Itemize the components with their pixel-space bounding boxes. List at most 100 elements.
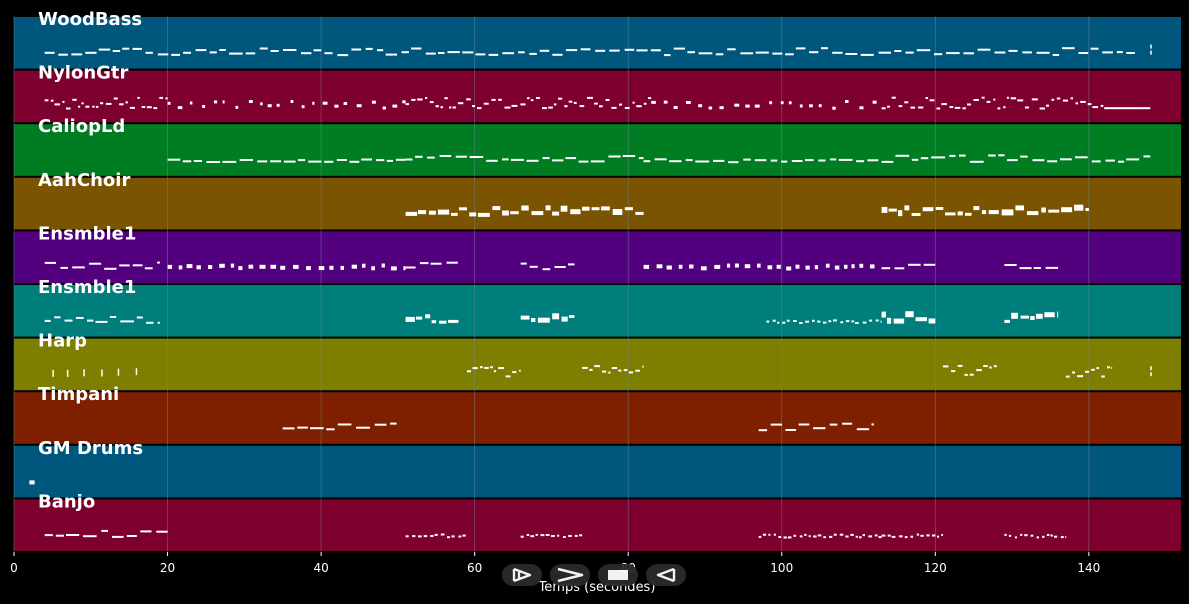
note bbox=[1077, 375, 1083, 378]
note bbox=[377, 49, 384, 52]
note bbox=[382, 106, 386, 110]
note bbox=[881, 107, 886, 110]
note bbox=[788, 101, 792, 105]
note bbox=[66, 534, 80, 536]
note bbox=[145, 51, 153, 54]
x-tick-label: 20 bbox=[160, 561, 175, 575]
note bbox=[780, 101, 784, 105]
note bbox=[580, 48, 591, 51]
note bbox=[381, 263, 385, 268]
note bbox=[403, 266, 406, 271]
note bbox=[405, 211, 418, 216]
play-button[interactable] bbox=[550, 564, 590, 586]
note bbox=[129, 106, 135, 109]
note bbox=[267, 104, 272, 108]
note bbox=[447, 536, 450, 539]
note bbox=[887, 534, 891, 537]
note bbox=[117, 368, 120, 376]
note bbox=[905, 311, 914, 318]
note bbox=[361, 158, 372, 161]
x-tick-label: 120 bbox=[924, 561, 947, 575]
note bbox=[636, 49, 648, 52]
note bbox=[1014, 536, 1017, 539]
note bbox=[1031, 98, 1038, 101]
note bbox=[66, 369, 69, 377]
track-lane[interactable] bbox=[14, 338, 1181, 391]
note bbox=[429, 101, 434, 104]
note bbox=[773, 533, 776, 536]
note bbox=[925, 97, 929, 99]
note bbox=[153, 107, 158, 110]
note bbox=[830, 158, 837, 161]
note bbox=[437, 209, 450, 215]
rewind-button[interactable] bbox=[502, 564, 542, 586]
note bbox=[457, 102, 464, 105]
note bbox=[769, 101, 773, 105]
note bbox=[1111, 366, 1113, 369]
note bbox=[817, 320, 821, 323]
note bbox=[650, 49, 661, 52]
note bbox=[941, 103, 947, 106]
note bbox=[594, 102, 598, 105]
note bbox=[402, 100, 406, 104]
note bbox=[855, 535, 858, 538]
track-name: CaliopLd bbox=[38, 116, 125, 137]
note bbox=[964, 373, 968, 376]
note bbox=[66, 107, 71, 110]
track-notes bbox=[44, 529, 1067, 539]
note bbox=[282, 427, 295, 430]
track-lane[interactable] bbox=[14, 17, 1181, 69]
note bbox=[318, 266, 325, 271]
note bbox=[50, 99, 54, 102]
note bbox=[405, 158, 413, 161]
note bbox=[898, 105, 903, 108]
track-lane[interactable] bbox=[14, 124, 1181, 176]
note bbox=[678, 264, 683, 269]
note bbox=[64, 319, 73, 322]
note bbox=[62, 100, 65, 103]
note bbox=[85, 105, 90, 108]
note bbox=[1030, 534, 1034, 537]
note bbox=[552, 159, 564, 162]
note bbox=[776, 264, 781, 269]
track-lane[interactable] bbox=[14, 392, 1181, 444]
note bbox=[891, 535, 896, 538]
note bbox=[356, 426, 370, 429]
note bbox=[1047, 160, 1058, 163]
track-lane[interactable] bbox=[14, 499, 1181, 551]
note bbox=[140, 530, 152, 533]
note bbox=[490, 366, 493, 369]
note bbox=[270, 50, 279, 52]
track-lane[interactable] bbox=[14, 285, 1181, 337]
note bbox=[1090, 47, 1099, 50]
note bbox=[132, 264, 143, 267]
note bbox=[376, 159, 385, 162]
track-lane[interactable] bbox=[14, 177, 1181, 230]
note bbox=[1046, 534, 1050, 536]
note bbox=[673, 106, 678, 109]
note bbox=[1150, 366, 1152, 371]
track-lane[interactable] bbox=[14, 70, 1181, 123]
note bbox=[844, 264, 848, 269]
note bbox=[951, 370, 956, 373]
note bbox=[1019, 267, 1032, 270]
note bbox=[1050, 534, 1053, 537]
stop-button[interactable] bbox=[598, 564, 638, 586]
note bbox=[1024, 106, 1029, 109]
note bbox=[926, 534, 930, 537]
back-button[interactable] bbox=[646, 564, 686, 586]
note bbox=[54, 103, 60, 106]
note bbox=[157, 261, 160, 264]
note bbox=[1032, 159, 1045, 162]
note bbox=[1060, 158, 1072, 161]
track-lane[interactable] bbox=[14, 445, 1181, 498]
note bbox=[993, 365, 997, 368]
note bbox=[1015, 205, 1024, 211]
note bbox=[312, 101, 315, 105]
note bbox=[434, 533, 438, 536]
note bbox=[628, 371, 634, 374]
note bbox=[591, 207, 600, 211]
track-lane[interactable] bbox=[14, 231, 1181, 283]
note bbox=[492, 206, 501, 211]
note bbox=[337, 423, 352, 426]
